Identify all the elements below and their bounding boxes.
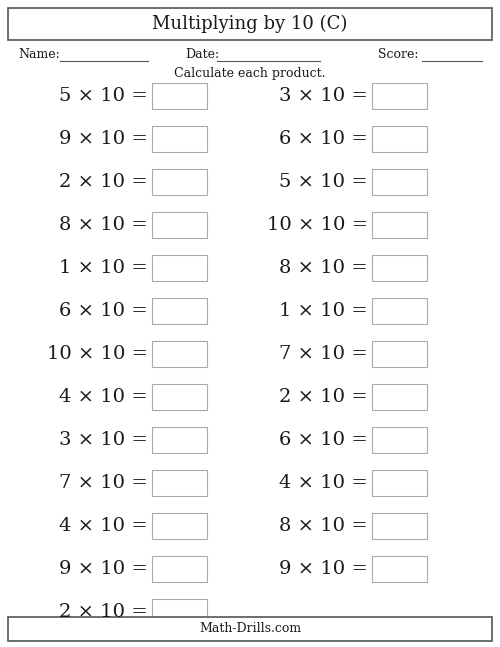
FancyBboxPatch shape <box>372 83 427 109</box>
Text: 6 × 10 =: 6 × 10 = <box>60 302 148 320</box>
Text: Calculate each product.: Calculate each product. <box>174 67 326 80</box>
Text: 9 × 10 =: 9 × 10 = <box>59 560 148 578</box>
Text: 9 × 10 =: 9 × 10 = <box>279 560 368 578</box>
FancyBboxPatch shape <box>8 8 492 40</box>
Text: 1 × 10 =: 1 × 10 = <box>279 302 368 320</box>
Text: 9 × 10 =: 9 × 10 = <box>59 130 148 148</box>
FancyBboxPatch shape <box>372 298 427 324</box>
FancyBboxPatch shape <box>152 169 207 195</box>
FancyBboxPatch shape <box>372 126 427 152</box>
Text: Score:: Score: <box>378 49 418 61</box>
FancyBboxPatch shape <box>372 556 427 582</box>
Text: 7 × 10 =: 7 × 10 = <box>279 345 368 363</box>
Text: 4 × 10 =: 4 × 10 = <box>60 517 148 535</box>
Text: 3 × 10 =: 3 × 10 = <box>59 431 148 449</box>
FancyBboxPatch shape <box>372 255 427 281</box>
FancyBboxPatch shape <box>152 599 207 625</box>
FancyBboxPatch shape <box>152 513 207 539</box>
Text: Multiplying by 10 (C): Multiplying by 10 (C) <box>152 15 348 33</box>
FancyBboxPatch shape <box>152 298 207 324</box>
Text: 3 × 10 =: 3 × 10 = <box>279 87 368 105</box>
FancyBboxPatch shape <box>372 513 427 539</box>
FancyBboxPatch shape <box>152 341 207 367</box>
Text: Math-Drills.com: Math-Drills.com <box>199 622 301 635</box>
FancyBboxPatch shape <box>152 470 207 496</box>
Text: 10 × 10 =: 10 × 10 = <box>47 345 148 363</box>
Text: 4 × 10 =: 4 × 10 = <box>60 388 148 406</box>
Text: 7 × 10 =: 7 × 10 = <box>60 474 148 492</box>
FancyBboxPatch shape <box>152 212 207 238</box>
Text: 5 × 10 =: 5 × 10 = <box>60 87 148 105</box>
FancyBboxPatch shape <box>372 341 427 367</box>
Text: 1 × 10 =: 1 × 10 = <box>60 259 148 277</box>
FancyBboxPatch shape <box>372 470 427 496</box>
FancyBboxPatch shape <box>152 556 207 582</box>
FancyBboxPatch shape <box>152 126 207 152</box>
Text: 8 × 10 =: 8 × 10 = <box>279 517 368 535</box>
Text: 8 × 10 =: 8 × 10 = <box>60 216 148 234</box>
FancyBboxPatch shape <box>372 427 427 453</box>
Text: 6 × 10 =: 6 × 10 = <box>279 431 368 449</box>
Text: 4 × 10 =: 4 × 10 = <box>279 474 368 492</box>
Text: 10 × 10 =: 10 × 10 = <box>267 216 368 234</box>
FancyBboxPatch shape <box>152 384 207 410</box>
Text: 8 × 10 =: 8 × 10 = <box>279 259 368 277</box>
Text: Date:: Date: <box>185 49 219 61</box>
Text: 2 × 10 =: 2 × 10 = <box>279 388 368 406</box>
Text: 5 × 10 =: 5 × 10 = <box>279 173 368 191</box>
FancyBboxPatch shape <box>152 83 207 109</box>
FancyBboxPatch shape <box>152 255 207 281</box>
FancyBboxPatch shape <box>372 169 427 195</box>
FancyBboxPatch shape <box>152 427 207 453</box>
Text: 2 × 10 =: 2 × 10 = <box>60 603 148 621</box>
Text: Name:: Name: <box>18 49 60 61</box>
FancyBboxPatch shape <box>372 212 427 238</box>
Text: 6 × 10 =: 6 × 10 = <box>279 130 368 148</box>
Text: 2 × 10 =: 2 × 10 = <box>60 173 148 191</box>
FancyBboxPatch shape <box>8 617 492 641</box>
FancyBboxPatch shape <box>372 384 427 410</box>
